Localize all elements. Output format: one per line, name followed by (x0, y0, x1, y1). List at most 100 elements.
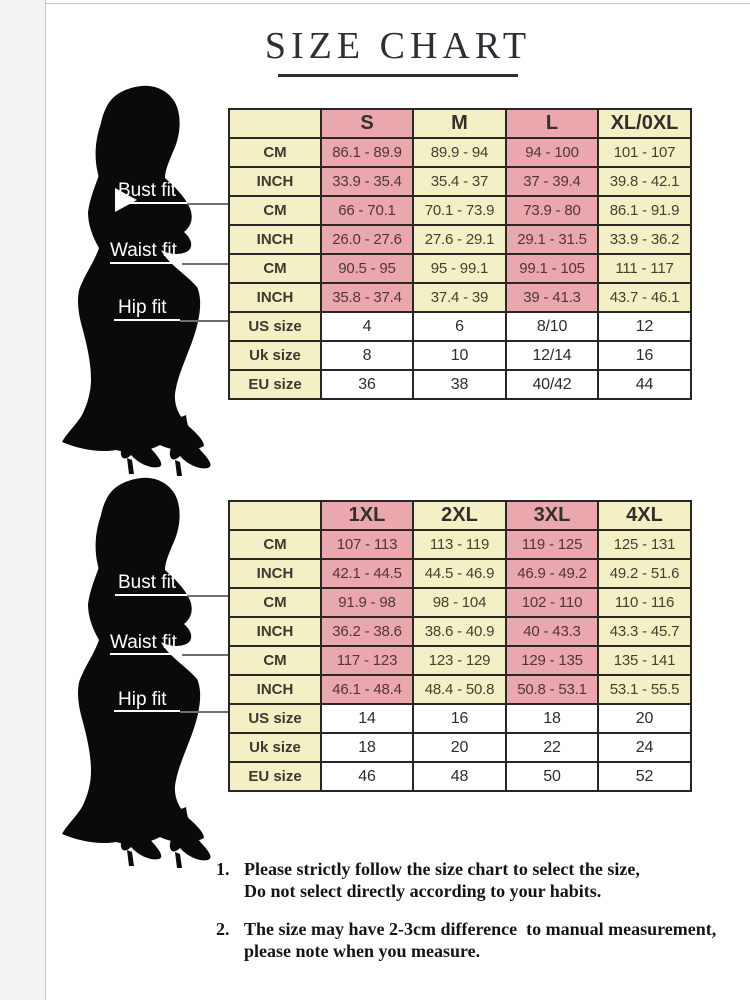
value-cell: 86.1 - 91.9 (597, 195, 692, 226)
header-row: 1XL 2XL 3XL 4XL (228, 500, 692, 531)
value-cell: 94 - 100 (505, 137, 599, 168)
note-item: 2. The size may have 2-3cm difference to… (216, 918, 741, 962)
value-cell: 53.1 - 55.5 (597, 674, 692, 705)
table-row: US size 14 16 18 20 (228, 703, 692, 734)
value-cell: 10 (412, 340, 507, 371)
value-cell: 46.9 - 49.2 (505, 558, 599, 589)
size-column-header: S (320, 108, 414, 139)
row-label: Uk size (228, 732, 322, 763)
note-line: The size may have 2-3cm difference to ma… (244, 919, 717, 939)
value-cell: 12 (597, 311, 692, 342)
row-label: Uk size (228, 340, 322, 371)
hip-fit-underline (114, 710, 180, 712)
row-label: CM (228, 529, 322, 560)
value-cell: 16 (412, 703, 507, 734)
value-cell: 42.1 - 44.5 (320, 558, 414, 589)
value-cell: 89.9 - 94 (412, 137, 507, 168)
value-cell: 102 - 110 (505, 587, 599, 618)
value-cell: 90.5 - 95 (320, 253, 414, 284)
table-row: CM 90.5 - 95 95 - 99.1 99.1 - 105 111 - 117 (228, 253, 692, 284)
row-label: EU size (228, 369, 322, 400)
table-row: INCH 35.8 - 37.4 37.4 - 39 39 - 41.3 43.7 - … (228, 282, 692, 313)
value-cell: 49.2 - 51.6 (597, 558, 692, 589)
table-row: INCH 42.1 - 44.5 44.5 - 46.9 46.9 - 49.2 49.… (228, 558, 692, 589)
table-row: EU size 36 38 40/42 44 (228, 369, 692, 400)
value-cell: 8 (320, 340, 414, 371)
value-cell: 20 (597, 703, 692, 734)
bust-fit-connector-line (187, 203, 229, 205)
value-cell: 37.4 - 39 (412, 282, 507, 313)
page-top-rule (45, 3, 750, 4)
note-number: 2. (216, 919, 230, 939)
size-column-header: 2XL (412, 500, 507, 531)
value-cell: 119 - 125 (505, 529, 599, 560)
value-cell: 50 (505, 761, 599, 792)
value-cell: 117 - 123 (320, 645, 414, 676)
note-number: 1. (216, 859, 230, 879)
value-cell: 14 (320, 703, 414, 734)
table-row: Uk size 8 10 12/14 16 (228, 340, 692, 371)
row-label: INCH (228, 224, 322, 255)
row-label: INCH (228, 166, 322, 197)
waist-fit-connector-line (182, 263, 229, 265)
size-table-regular: S M L XL/0XL CM 86.1 - 89.9 89.9 - 94 94 - 100 1… (228, 108, 692, 400)
waist-fit-connector-line (182, 654, 229, 656)
hip-fit-connector-line (180, 711, 229, 713)
table-row: INCH 36.2 - 38.6 38.6 - 40.9 40 - 43.3 43.3 … (228, 616, 692, 647)
value-cell: 48.4 - 50.8 (412, 674, 507, 705)
note-line: Do not select directly according to your… (244, 881, 602, 901)
table-row: INCH 33.9 - 35.4 35.4 - 37 37 - 39.4 39.8 - … (228, 166, 692, 197)
bust-fit-label: Bust fit (118, 572, 177, 593)
table-row: EU size 46 48 50 52 (228, 761, 692, 792)
value-cell: 46.1 - 48.4 (320, 674, 414, 705)
value-cell: 95 - 99.1 (412, 253, 507, 284)
value-cell: 43.3 - 45.7 (597, 616, 692, 647)
note-item: 1. Please strictly follow the size chart… (216, 858, 741, 902)
value-cell: 44.5 - 46.9 (412, 558, 507, 589)
row-label: EU size (228, 761, 322, 792)
table-row: CM 107 - 113 113 - 119 119 - 125 125 - 131 (228, 529, 692, 560)
value-cell: 16 (597, 340, 692, 371)
table-row: CM 91.9 - 98 98 - 104 102 - 110 110 - 116 (228, 587, 692, 618)
value-cell: 40/42 (505, 369, 599, 400)
row-label: INCH (228, 616, 322, 647)
table-row: CM 86.1 - 89.9 89.9 - 94 94 - 100 101 - 107 (228, 137, 692, 168)
page-title: SIZE CHART (264, 25, 532, 67)
table-row: Uk size 18 20 22 24 (228, 732, 692, 763)
value-cell: 46 (320, 761, 414, 792)
value-cell: 44 (597, 369, 692, 400)
size-column-header: 4XL (597, 500, 692, 531)
note-line: Please strictly follow the size chart to… (244, 859, 640, 879)
value-cell: 33.9 - 36.2 (597, 224, 692, 255)
value-cell: 86.1 - 89.9 (320, 137, 414, 168)
arrow-notch-icon (115, 188, 137, 212)
value-cell: 24 (597, 732, 692, 763)
size-column-header: L (505, 108, 599, 139)
title-underline (278, 74, 518, 77)
value-cell: 70.1 - 73.9 (412, 195, 507, 226)
value-cell: 18 (320, 732, 414, 763)
table-row: CM 117 - 123 123 - 129 129 - 135 135 - 141 (228, 645, 692, 676)
hip-fit-label: Hip fit (118, 689, 167, 710)
value-cell: 8/10 (505, 311, 599, 342)
hip-fit-underline (114, 319, 180, 321)
row-label: US size (228, 703, 322, 734)
notes-list: 1. Please strictly follow the size chart… (216, 858, 741, 978)
row-label: CM (228, 253, 322, 284)
value-cell: 101 - 107 (597, 137, 692, 168)
value-cell: 99.1 - 105 (505, 253, 599, 284)
value-cell: 36.2 - 38.6 (320, 616, 414, 647)
value-cell: 135 - 141 (597, 645, 692, 676)
size-column-header: M (412, 108, 507, 139)
table-row: INCH 46.1 - 48.4 48.4 - 50.8 50.8 - 53.1 53.… (228, 674, 692, 705)
value-cell: 39.8 - 42.1 (597, 166, 692, 197)
value-cell: 35.8 - 37.4 (320, 282, 414, 313)
corner-cell (228, 500, 322, 531)
value-cell: 27.6 - 29.1 (412, 224, 507, 255)
value-cell: 48 (412, 761, 507, 792)
size-column-header: 1XL (320, 500, 414, 531)
value-cell: 91.9 - 98 (320, 587, 414, 618)
value-cell: 18 (505, 703, 599, 734)
value-cell: 36 (320, 369, 414, 400)
